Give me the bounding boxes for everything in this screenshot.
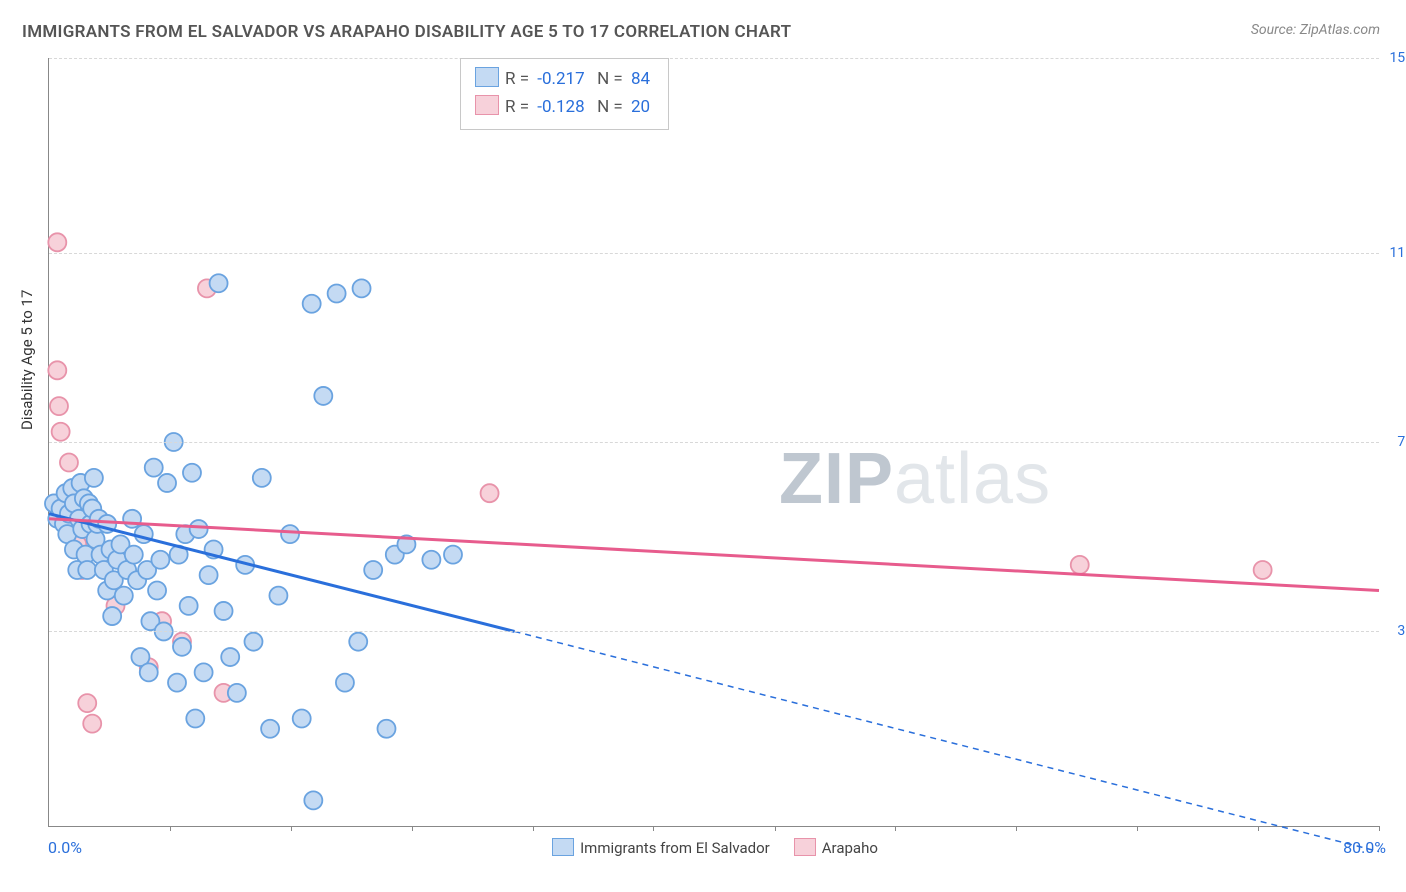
legend-swatch bbox=[475, 95, 499, 115]
data-point bbox=[244, 633, 262, 651]
series-legend: Immigrants from El Salvador Arapaho bbox=[0, 838, 1406, 884]
x-tick bbox=[1016, 826, 1017, 831]
gridline bbox=[49, 442, 1379, 443]
x-tick bbox=[291, 826, 292, 831]
legend-swatch bbox=[475, 67, 499, 87]
x-tick bbox=[170, 826, 171, 831]
y-tick-label: 15.0% bbox=[1381, 50, 1406, 66]
data-point bbox=[269, 587, 287, 605]
y-axis-label: Disability Age 5 to 17 bbox=[18, 290, 36, 430]
stats-legend: R = -0.217 N = 84R = -0.128 N = 20 bbox=[460, 58, 669, 130]
legend-r-label: R = bbox=[505, 97, 533, 117]
data-point bbox=[215, 602, 233, 620]
x-tick bbox=[653, 826, 654, 831]
data-point bbox=[444, 546, 462, 564]
legend-n-value: 84 bbox=[631, 69, 650, 89]
plot-area: 15.0%11.2%7.5%3.8% ZIPatlas bbox=[48, 58, 1379, 827]
data-point bbox=[140, 663, 158, 681]
y-tick-label: 7.5% bbox=[1381, 434, 1406, 450]
data-point bbox=[353, 279, 371, 297]
gridline bbox=[49, 253, 1379, 254]
data-point bbox=[328, 285, 346, 303]
x-tick bbox=[533, 826, 534, 831]
data-point bbox=[85, 469, 103, 487]
trendline-dashed bbox=[515, 631, 1380, 851]
source-label: Source: ZipAtlas.com bbox=[1251, 22, 1380, 38]
data-point bbox=[173, 638, 191, 656]
y-tick-label: 3.8% bbox=[1381, 623, 1406, 639]
data-point bbox=[303, 295, 321, 313]
data-point bbox=[125, 546, 143, 564]
data-point bbox=[253, 469, 271, 487]
legend-n-label: N = bbox=[589, 69, 627, 89]
gridline bbox=[49, 631, 1379, 632]
legend-r-value: -0.128 bbox=[537, 97, 584, 117]
y-tick-label: 11.2% bbox=[1381, 245, 1406, 261]
data-point bbox=[200, 566, 218, 584]
legend-n-label: N = bbox=[589, 97, 627, 117]
chart-title: IMMIGRANTS FROM EL SALVADOR VS ARAPAHO D… bbox=[22, 22, 791, 42]
data-point bbox=[52, 423, 70, 441]
legend-r-value: -0.217 bbox=[537, 69, 584, 89]
legend-label: Immigrants from El Salvador bbox=[580, 839, 770, 857]
legend-row: R = -0.128 N = 20 bbox=[475, 93, 654, 121]
data-point bbox=[377, 720, 395, 738]
data-point bbox=[314, 387, 332, 405]
data-point bbox=[168, 674, 186, 692]
data-point bbox=[158, 474, 176, 492]
data-point bbox=[78, 694, 96, 712]
data-point bbox=[48, 233, 66, 251]
data-point bbox=[48, 361, 66, 379]
data-point bbox=[1254, 561, 1272, 579]
data-point bbox=[145, 459, 163, 477]
data-point bbox=[336, 674, 354, 692]
data-point bbox=[195, 663, 213, 681]
legend-r-label: R = bbox=[505, 69, 533, 89]
data-point bbox=[50, 397, 68, 415]
gridline bbox=[49, 58, 1379, 59]
data-point bbox=[183, 464, 201, 482]
data-point bbox=[190, 520, 208, 538]
data-point bbox=[83, 715, 101, 733]
legend-swatch bbox=[552, 838, 574, 856]
data-point bbox=[281, 525, 299, 543]
x-tick bbox=[1137, 826, 1138, 831]
legend-row: R = -0.217 N = 84 bbox=[475, 65, 654, 93]
data-point bbox=[103, 607, 121, 625]
x-tick bbox=[895, 826, 896, 831]
data-point bbox=[115, 587, 133, 605]
data-point bbox=[60, 453, 78, 471]
data-point bbox=[481, 484, 499, 502]
data-point bbox=[180, 597, 198, 615]
data-point bbox=[148, 581, 166, 599]
data-point bbox=[422, 551, 440, 569]
data-point bbox=[364, 561, 382, 579]
data-point bbox=[293, 709, 311, 727]
data-point bbox=[78, 561, 96, 579]
x-tick bbox=[775, 826, 776, 831]
data-point bbox=[186, 709, 204, 727]
data-point bbox=[349, 633, 367, 651]
x-tick bbox=[412, 826, 413, 831]
data-point bbox=[221, 648, 239, 666]
data-point bbox=[228, 684, 246, 702]
data-point bbox=[210, 274, 228, 292]
legend-swatch bbox=[794, 838, 816, 856]
data-point bbox=[304, 791, 322, 809]
legend-n-value: 20 bbox=[631, 97, 650, 117]
x-tick bbox=[1379, 826, 1380, 831]
x-tick bbox=[1258, 826, 1259, 831]
data-point bbox=[151, 551, 169, 569]
data-point bbox=[1071, 556, 1089, 574]
data-point bbox=[261, 720, 279, 738]
legend-label: Arapaho bbox=[822, 839, 878, 857]
trendline-solid bbox=[49, 519, 1379, 591]
